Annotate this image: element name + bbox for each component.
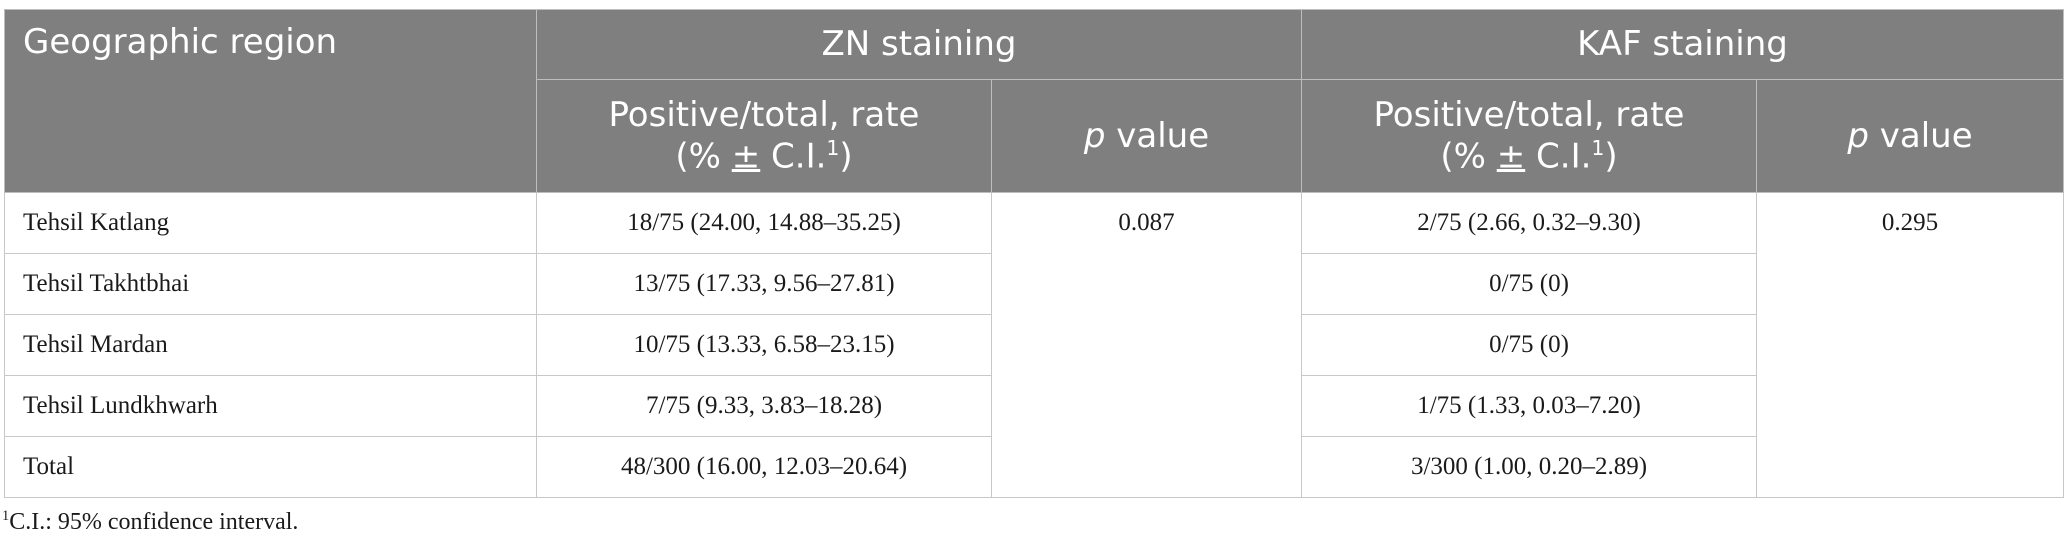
p-text: value — [1879, 115, 1973, 156]
rate-cell: 10/75 (13.33, 6.58–23.15) — [536, 314, 992, 376]
p-value-cell: 0.295 — [1756, 192, 2064, 498]
rate-ci: (% ± C.I. — [1440, 136, 1592, 177]
header-rate: Positive/total, rate (% ± C.I.1) — [1301, 79, 1757, 193]
p-symbol: p — [1847, 115, 1869, 156]
header-p: p value — [1756, 79, 2064, 193]
rate-close: ) — [839, 136, 853, 177]
rate-mark: 1 — [826, 135, 840, 160]
header-region: Geographic region — [4, 9, 537, 193]
footnote-text: C.I.: 95% confidence interval. — [9, 509, 299, 535]
footnote: 1C.I.: 95% confidence interval. — [2, 508, 298, 536]
rate-cell: 7/75 (9.33, 3.83–18.28) — [536, 375, 992, 437]
header-group: ZN staining — [536, 9, 1302, 80]
rate-cell: 2/75 (2.66, 0.32–9.30) — [1301, 192, 1757, 254]
region-cell: Tehsil Katlang — [4, 192, 537, 254]
data-table: Geographic region ZN staining KAF staini… — [4, 9, 2064, 498]
table-row: Total 48/300 (16.00, 12.03–20.64) 3/300 (1… — [4, 436, 2064, 498]
rate-cell: 13/75 (17.33, 9.56–27.81) — [536, 253, 992, 315]
rate-label: Positive/total, rate — [1373, 95, 1685, 136]
table-row: Tehsil Katlang 18/75 (24.00, 14.88–35.25)… — [4, 192, 2064, 498]
p-text: value — [1116, 115, 1210, 156]
p-symbol: p — [1083, 115, 1106, 156]
region-cell: Tehsil Takhtbhai — [4, 253, 537, 315]
rate-cell: 0/75 (0) — [1301, 314, 1757, 376]
rate-cell: 0/75 (0) — [1301, 253, 1757, 315]
header-p: p value — [991, 79, 1302, 193]
region-cell: Total — [4, 436, 537, 498]
rate-label: Positive/total, rate — [608, 95, 920, 136]
rate-cell: 1/75 (1.33, 0.03–7.20) — [1301, 375, 1757, 437]
rate-mark: 1 — [1591, 135, 1605, 160]
rate-close: ) — [1604, 136, 1618, 177]
footnote-mark: 1 — [2, 508, 10, 524]
table-row: Tehsil Takhtbhai 13/75 (17.33, 9.56–27.81… — [4, 253, 2064, 315]
region-cell: Tehsil Mardan — [4, 314, 537, 376]
region-cell: Tehsil Lundkhwarh — [4, 375, 537, 437]
rate-cell: 3/300 (1.00, 0.20–2.89) — [1301, 436, 1757, 498]
header-group: KAF staining — [1301, 9, 2064, 80]
p-value-cell: 0.087 — [991, 192, 1302, 498]
rate-cell: 18/75 (24.00, 14.88–35.25) — [536, 192, 992, 254]
rate-ci: (% ± C.I. — [675, 136, 827, 177]
header-rate: Positive/total, rate (% ± C.I.1) — [536, 79, 992, 193]
rate-cell: 48/300 (16.00, 12.03–20.64) — [536, 436, 992, 498]
